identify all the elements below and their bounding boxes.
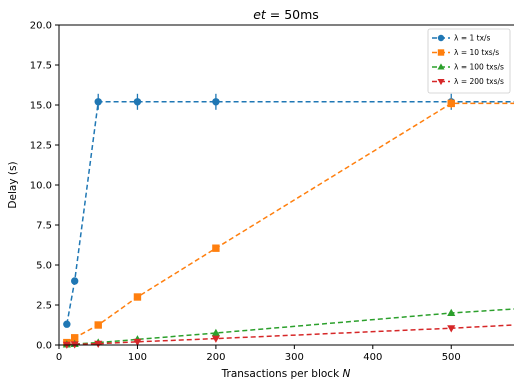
y-tick-label: 5.0 xyxy=(36,261,52,272)
legend-item: λ = 10 txs/s xyxy=(432,48,499,57)
series-2 xyxy=(63,98,514,347)
data-point xyxy=(70,334,79,342)
legend-label: λ = 100 txs/s xyxy=(454,63,504,72)
data-point xyxy=(212,98,220,106)
data-point xyxy=(133,293,142,301)
legend-box xyxy=(427,28,511,94)
series-line xyxy=(66,324,514,346)
legend-marker xyxy=(437,63,445,70)
legend-marker xyxy=(437,49,445,56)
data-point xyxy=(94,98,102,106)
chart-title: et = 50ms xyxy=(253,7,319,22)
x-tick-label: 500 xyxy=(442,352,461,363)
data-point xyxy=(447,325,456,333)
y-tick-label: 15.0 xyxy=(30,101,52,112)
legend-item: λ = 100 txs/s xyxy=(432,63,504,72)
data-point xyxy=(211,335,220,343)
x-tick-label: 400 xyxy=(363,352,382,363)
data-point xyxy=(211,328,220,336)
series-line xyxy=(66,101,514,325)
y-tick-label: 10.0 xyxy=(30,181,52,192)
data-point xyxy=(447,308,456,316)
data-point xyxy=(63,320,71,328)
x-tick-label: 200 xyxy=(206,352,225,363)
x-tick-label: 300 xyxy=(285,352,304,363)
legend-label: λ = 200 txs/s xyxy=(454,77,504,86)
series-1 xyxy=(63,93,514,328)
x-tick-label: 0 xyxy=(56,352,62,363)
series-line xyxy=(66,102,514,344)
data-point xyxy=(133,338,142,347)
legend: λ = 1 tx/s λ = 10 txs/s λ = 100 txs/s λ = 2… xyxy=(427,28,511,94)
x-axis-label: Transactions per block N xyxy=(221,368,351,380)
legend-label: λ = 1 tx/s xyxy=(454,34,491,43)
y-tick-label: 0.0 xyxy=(36,341,52,352)
y-tick-label: 12.5 xyxy=(30,141,52,152)
data-point xyxy=(70,277,79,285)
legend-label: λ = 10 txs/s xyxy=(454,48,499,57)
y-tick-label: 17.5 xyxy=(30,61,52,72)
legend-marker xyxy=(437,34,445,42)
y-tick-label: 20.0 xyxy=(30,21,52,32)
data-point xyxy=(133,98,142,106)
y-tick-label: 2.5 xyxy=(36,301,52,312)
series-4 xyxy=(62,324,514,349)
x-tick-label: 100 xyxy=(128,352,147,363)
legend-marker xyxy=(437,78,445,86)
data-point xyxy=(447,99,455,108)
data-point xyxy=(212,244,220,252)
legend-item: λ = 1 tx/s xyxy=(432,34,491,43)
y-tick-label: 7.5 xyxy=(36,221,52,232)
data-point xyxy=(94,321,102,329)
y-axis-label: Delay (s) xyxy=(7,161,19,208)
data-point xyxy=(94,340,103,348)
legend-item: λ = 200 txs/s xyxy=(432,77,504,86)
